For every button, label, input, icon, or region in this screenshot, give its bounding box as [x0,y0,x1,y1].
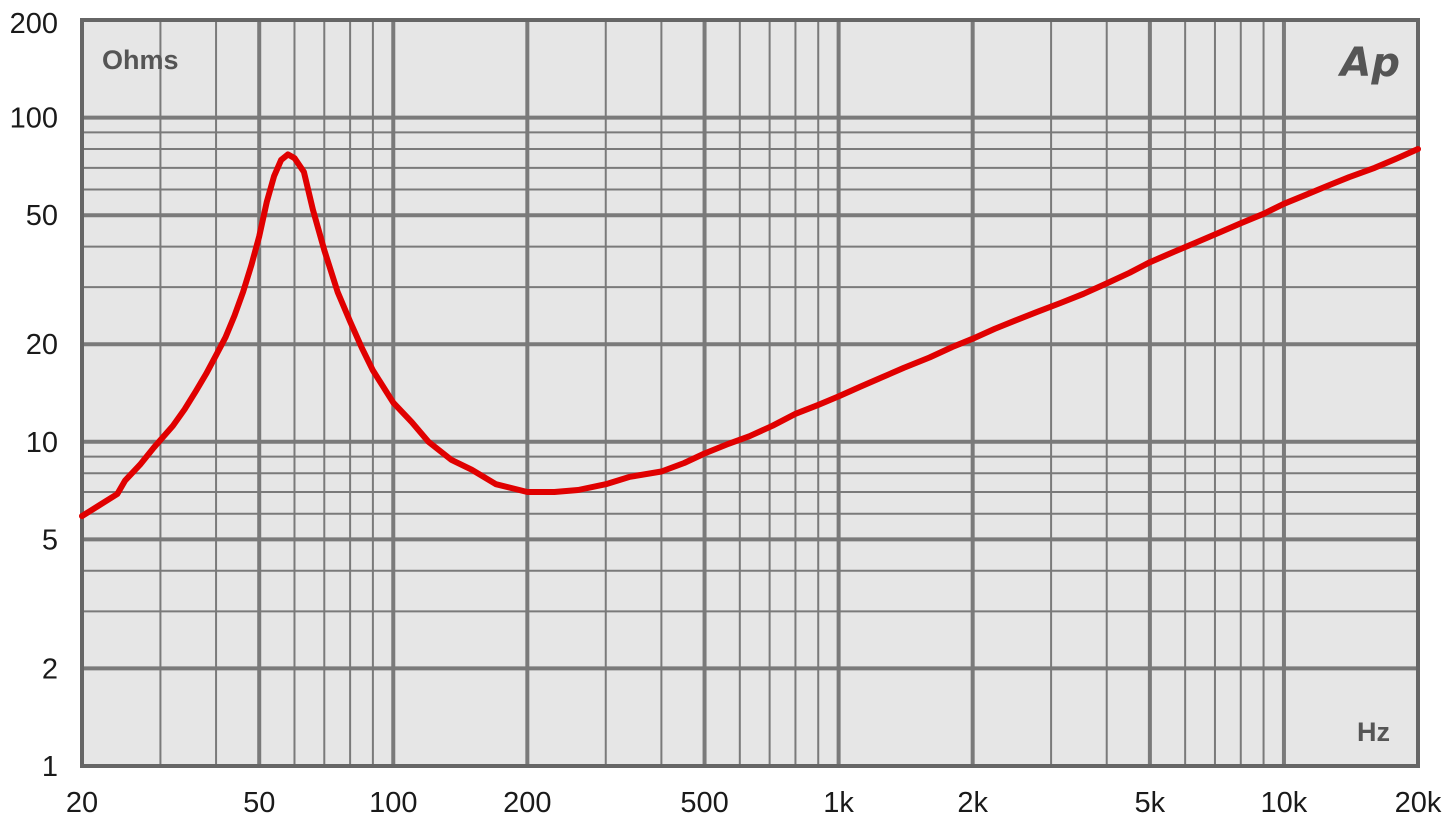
x-tick-label: 5k [1135,787,1166,819]
x-axis-label: Hz [1357,717,1390,747]
x-axis-tick-labels: 20 50 100 200 500 1k 2k 5k 10k 20k [66,787,1442,819]
y-axis-tick-labels: 1 2 5 10 20 50 100 200 [10,8,58,783]
y-tick-label: 50 [26,200,58,232]
plot-area [82,20,1418,766]
plot-frame [80,18,1420,768]
series-group [79,146,1421,520]
y-tick-label: 1 [42,751,58,783]
x-tick-label: 100 [369,787,417,819]
series-line-impedance [79,146,1421,520]
ap-logo: Ap [1337,40,1400,86]
x-tick-label: 500 [680,787,728,819]
y-tick-label: 200 [10,8,58,40]
x-tick-label: 1k [823,787,854,819]
y-tick-label: 5 [42,524,58,556]
x-tick-label: 20 [66,787,98,819]
grid [82,20,1418,766]
y-tick-label: 100 [10,103,58,135]
y-tick-label: 10 [26,427,58,459]
y-axis-label: Ohms [102,45,179,75]
x-tick-label: 50 [243,787,275,819]
x-tick-label: 20k [1395,787,1442,819]
x-tick-label: 2k [957,787,988,819]
x-tick-label: 10k [1261,787,1308,819]
y-tick-label: 2 [42,653,58,685]
x-tick-label: 200 [503,787,551,819]
y-tick-label: 20 [26,329,58,361]
